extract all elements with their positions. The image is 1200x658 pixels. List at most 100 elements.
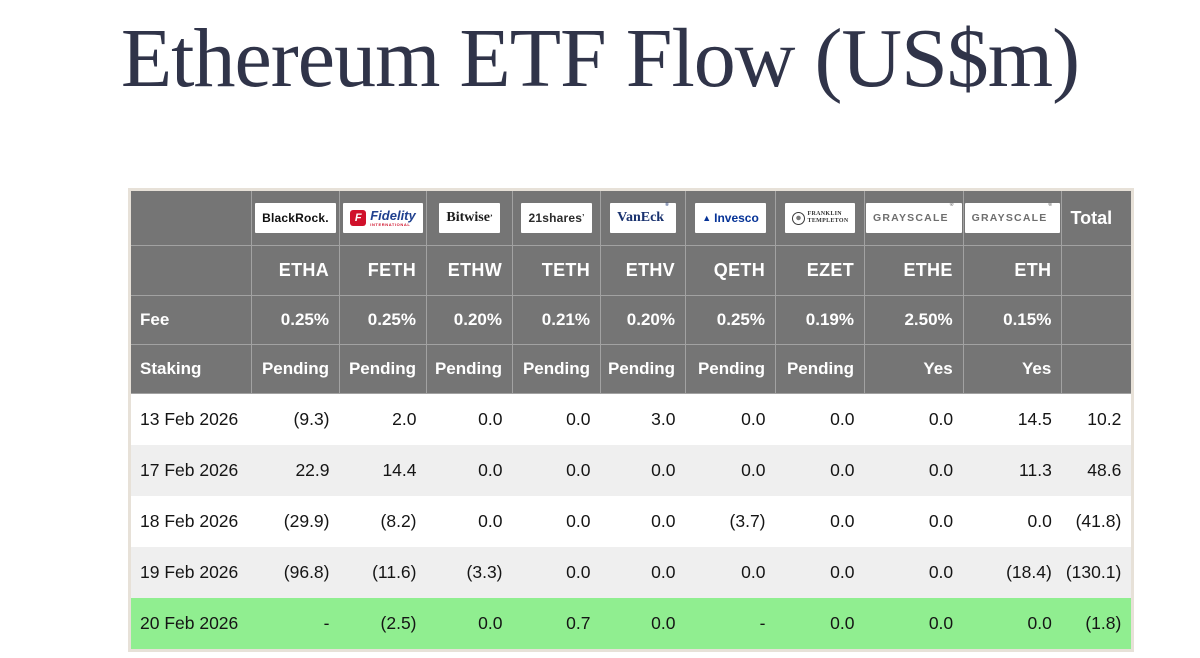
flow-value-cell: 14.5: [963, 393, 1062, 445]
data-row: 17 Feb 2026 22.9 14.4 0.0 0.0 0.0 0.0 0.0 0.0 11.…: [129, 445, 1133, 496]
fee-label: Fee: [129, 295, 252, 345]
flow-value-cell: 0.0: [775, 496, 865, 547]
fee-value-cell: 0.25%: [251, 295, 340, 345]
data-row: 19 Feb 2026 (96.8) (11.6) (3.3) 0.0 0.0 0.0 0.0…: [129, 547, 1133, 598]
flow-value-cell: 0.0: [864, 547, 964, 598]
bitwise-logo: Bitwise’: [439, 203, 500, 233]
staking-value-cell: Pending: [775, 344, 865, 394]
data-row: 18 Feb 2026 (29.9) (8.2) 0.0 0.0 0.0 (3.7) 0.0 0…: [129, 496, 1133, 547]
ticker-EZET: EZET: [775, 245, 865, 296]
ticker-QETH: QETH: [685, 245, 776, 296]
total-cell: (1.8): [1061, 598, 1133, 651]
staking-value-cell: Pending: [251, 344, 340, 394]
franklin-head-icon: [791, 211, 805, 225]
staking-value-cell: Pending: [512, 344, 601, 394]
flow-value-cell: 0.0: [600, 496, 686, 547]
flow-value-cell: 0.0: [864, 598, 964, 651]
flow-value-cell: 0.0: [685, 547, 776, 598]
flow-value-cell: 14.4: [339, 445, 427, 496]
flow-value-cell: (18.4): [963, 547, 1062, 598]
fee-value-cell: 0.21%: [512, 295, 601, 345]
flow-value-cell: 0.0: [775, 598, 865, 651]
provider-logo-cell: GRAYSCALE ®: [864, 189, 964, 246]
date-cell: 19 Feb 2026: [129, 547, 252, 598]
flow-value-cell: 0.0: [775, 445, 865, 496]
provider-logo-cell: BlackRock.: [251, 189, 340, 246]
page-title: Ethereum ETF Flow (US$m): [120, 12, 1080, 105]
provider-logo-cell: VanEck ®: [600, 189, 686, 246]
fidelity-f-icon: F: [350, 210, 367, 226]
fidelity-logo: F Fidelity INTERNATIONAL: [343, 203, 423, 233]
flow-value-cell: 0.0: [600, 598, 686, 651]
grayscale-logo: GRAYSCALE ®: [964, 203, 1061, 233]
flow-value-cell: 0.0: [864, 393, 964, 445]
fee-value-cell: 0.20%: [600, 295, 686, 345]
flow-value-cell: 0.0: [426, 598, 513, 651]
total-cell: 10.2: [1061, 393, 1133, 445]
ticker-ETH: ETH: [962, 245, 1063, 296]
ticker-FETH: FETH: [339, 245, 427, 296]
flow-value-cell: 3.0: [600, 393, 686, 445]
data-row: 20 Feb 2026- (2.5) 0.0 0.7 0.0-0.0 0.0 0.0 (1.8…: [129, 598, 1133, 651]
table-header: BlackRock. F Fidelity INTERNATIONAL Bitwise’…: [129, 189, 1134, 394]
flow-value-cell: (3.3): [426, 547, 513, 598]
fee-value-cell: 2.50%: [864, 295, 964, 345]
flow-value-cell: 22.9: [251, 445, 340, 496]
invesco-mountain-icon: ▲: [702, 212, 712, 223]
flow-value-cell: 0.7: [512, 598, 601, 651]
date-cell: 20 Feb 2026: [129, 598, 252, 651]
staking-value-cell: Pending: [685, 344, 776, 394]
flow-value-cell: 0.0: [963, 598, 1062, 651]
staking-value-cell: Yes: [864, 344, 964, 394]
flow-value-cell: (96.8): [251, 547, 340, 598]
fee-value-cell: 0.20%: [426, 295, 513, 345]
flow-value-cell: 2.0: [339, 393, 427, 445]
ticker-ETHE: ETHE: [864, 245, 964, 296]
grayscale-logo: GRAYSCALE ®: [866, 203, 962, 233]
date-cell: 18 Feb 2026: [129, 496, 252, 547]
provider-logo-row: BlackRock. F Fidelity INTERNATIONAL Bitwise’…: [129, 189, 1134, 246]
fee-value-cell: 0.19%: [775, 295, 865, 345]
blackrock-logo: BlackRock.: [255, 203, 336, 233]
staking-value-cell: Pending: [600, 344, 686, 394]
flow-value-cell: 0.0: [600, 445, 686, 496]
ticker-ETHV: ETHV: [600, 245, 686, 296]
data-row: 13 Feb 2026 (9.3) 2.0 0.0 0.0 3.0 0.0 0.0 0.0 14.…: [129, 393, 1133, 445]
ticker-ETHA: ETHA: [251, 245, 340, 296]
total-cell: (41.8): [1061, 496, 1133, 547]
provider-logo-cell: F Fidelity INTERNATIONAL: [339, 189, 427, 246]
ticker-row: ETHA FETH ETHW TETH ETHV QETH EZET ETHE ETH: [129, 245, 1134, 296]
corner-cell: [129, 245, 252, 296]
flow-value-cell: 0.0: [963, 496, 1062, 547]
staking-value-cell: Pending: [339, 344, 427, 394]
provider-logo-cell: FRANKLIN TEMPLETON: [775, 189, 865, 246]
flow-value-cell: 0.0: [600, 547, 686, 598]
date-cell: 17 Feb 2026: [129, 445, 252, 496]
21shares-logo: 21shares’: [521, 203, 592, 233]
total-header: Total: [1061, 189, 1134, 246]
provider-logo-cell: 21shares’: [512, 189, 601, 246]
corner-cell: [129, 189, 252, 246]
total-cell: (130.1): [1061, 547, 1133, 598]
flow-value-cell: 0.0: [685, 393, 776, 445]
total-cell: 48.6: [1061, 445, 1133, 496]
flow-value-cell: (9.3): [251, 393, 340, 445]
etf-flow-table: BlackRock. F Fidelity INTERNATIONAL Bitwise’…: [128, 188, 1135, 652]
date-cell: 13 Feb 2026: [129, 393, 252, 445]
flow-value-cell: 0.0: [685, 445, 776, 496]
flow-value-cell: -: [251, 598, 340, 651]
provider-logo-cell: GRAYSCALE ®: [962, 189, 1063, 246]
flow-value-cell: 0.0: [512, 393, 601, 445]
provider-logo-cell: Bitwise’: [426, 189, 513, 246]
provider-logo-cell: ▲ Invesco: [685, 189, 776, 246]
flow-value-cell: 0.0: [864, 445, 964, 496]
invesco-logo: ▲ Invesco: [695, 203, 766, 233]
ticker-ETHW: ETHW: [426, 245, 513, 296]
flow-value-cell: 11.3: [963, 445, 1062, 496]
vaneck-logo: VanEck ®: [610, 203, 676, 233]
staking-value-cell: Yes: [962, 344, 1063, 394]
flow-value-cell: (29.9): [251, 496, 340, 547]
fee-row: Fee 0.25% 0.25% 0.20% 0.21% 0.20% 0.25% 0.19% 2.…: [129, 295, 1134, 345]
flow-value-cell: (11.6): [339, 547, 427, 598]
flow-value-cell: 0.0: [426, 393, 513, 445]
